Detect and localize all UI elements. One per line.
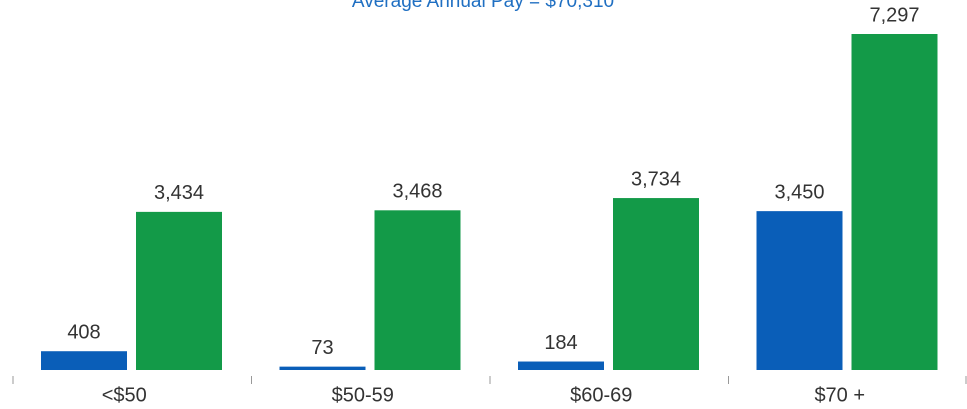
x-tick-label: $60-69 — [570, 384, 632, 406]
bar — [851, 34, 938, 370]
data-label: 3,450 — [774, 181, 824, 203]
bar — [136, 211, 222, 370]
x-tick-label: $50-59 — [332, 384, 394, 406]
bar — [518, 361, 604, 370]
data-label: 408 — [67, 321, 100, 343]
data-label: 7,297 — [869, 4, 919, 26]
bar — [41, 351, 127, 370]
bar — [279, 366, 366, 370]
data-label: 184 — [544, 332, 577, 354]
bar — [613, 198, 699, 370]
bar — [374, 210, 461, 370]
data-label: 3,434 — [154, 182, 204, 204]
bar — [756, 211, 843, 370]
data-label: 3,734 — [631, 168, 681, 190]
x-tick-label: <$50 — [102, 384, 147, 406]
data-label: 3,468 — [392, 181, 442, 203]
chart-title: Average Annual Pay = $70,310 — [352, 0, 614, 12]
x-tick-label: $70 + — [814, 384, 865, 406]
data-label: 73 — [311, 337, 333, 359]
